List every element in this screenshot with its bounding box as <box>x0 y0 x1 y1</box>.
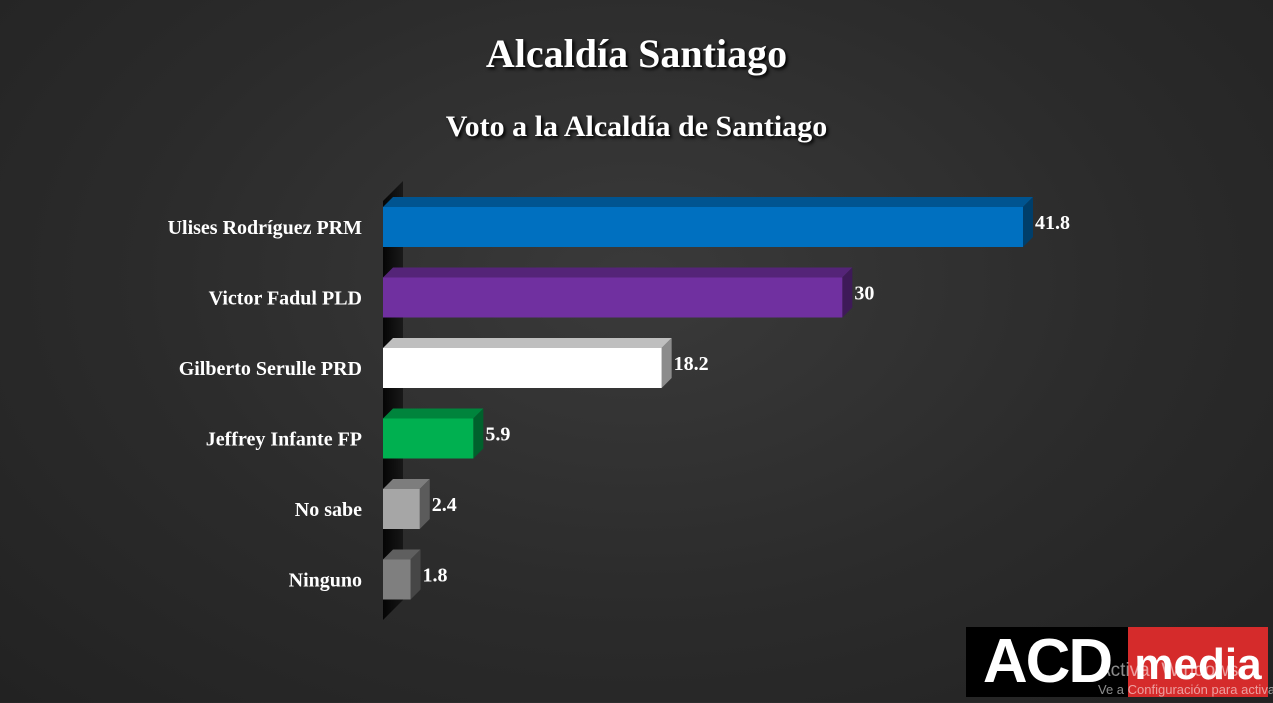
bar-group: Ninguno 1.8 <box>289 549 448 600</box>
category-label: Ulises Rodríguez PRM <box>168 217 363 239</box>
bar-side-face <box>473 408 484 459</box>
category-label: Jeffrey Infante FP <box>206 429 362 451</box>
bar-group: Ulises Rodríguez PRM 41.8 <box>168 197 1070 247</box>
bar-top-face <box>383 479 430 489</box>
watermark-line-2: Ve a Configuración para activar Windows. <box>1098 682 1273 697</box>
bar <box>383 559 411 600</box>
bar-top-face <box>383 549 421 560</box>
logo-acd-text: ACD <box>966 627 1128 697</box>
bar-side-face <box>1023 197 1033 247</box>
value-label: 1.8 <box>423 565 448 587</box>
value-label: 41.8 <box>1035 212 1070 234</box>
bar <box>383 207 1023 247</box>
bar-group: Victor Fadul PLD 30 <box>209 267 874 318</box>
category-label: Gilberto Serulle PRD <box>179 358 362 380</box>
bar-top-face <box>383 338 672 348</box>
bar <box>383 489 420 529</box>
bar-side-face <box>410 549 421 600</box>
bar <box>383 418 474 459</box>
category-label: Ninguno <box>289 570 362 592</box>
acd-media-logo: ACD media <box>966 627 1268 697</box>
bar <box>383 348 662 388</box>
value-label: 30 <box>854 283 874 305</box>
category-label: No sabe <box>295 499 362 521</box>
value-label: 2.4 <box>432 494 457 516</box>
bar-top-face <box>383 408 484 419</box>
category-label: Victor Fadul PLD <box>209 288 362 310</box>
bar-group: No sabe 2.4 <box>295 479 457 529</box>
bar-side-face <box>842 267 853 318</box>
bar-group: Gilberto Serulle PRD 18.2 <box>179 338 709 388</box>
chart-subtitle: Voto a la Alcaldía de Santiago <box>445 110 828 143</box>
watermark-line-1: Activar Windows <box>1098 660 1239 681</box>
bar-group: Jeffrey Infante FP 5.9 <box>206 408 510 459</box>
bar-top-face <box>383 267 853 278</box>
bar-side-face <box>419 479 430 529</box>
value-label: 18.2 <box>674 353 709 375</box>
bar-side-face <box>661 338 672 388</box>
logo-media-text: media <box>1128 627 1268 697</box>
windows-activation-watermark: Activar Windows Ve a Configuración para … <box>1098 660 1273 702</box>
page-title: Alcaldía Santiago <box>485 31 788 76</box>
value-label: 5.9 <box>485 424 510 446</box>
bar-top-face <box>383 197 1033 207</box>
bar <box>383 277 843 318</box>
